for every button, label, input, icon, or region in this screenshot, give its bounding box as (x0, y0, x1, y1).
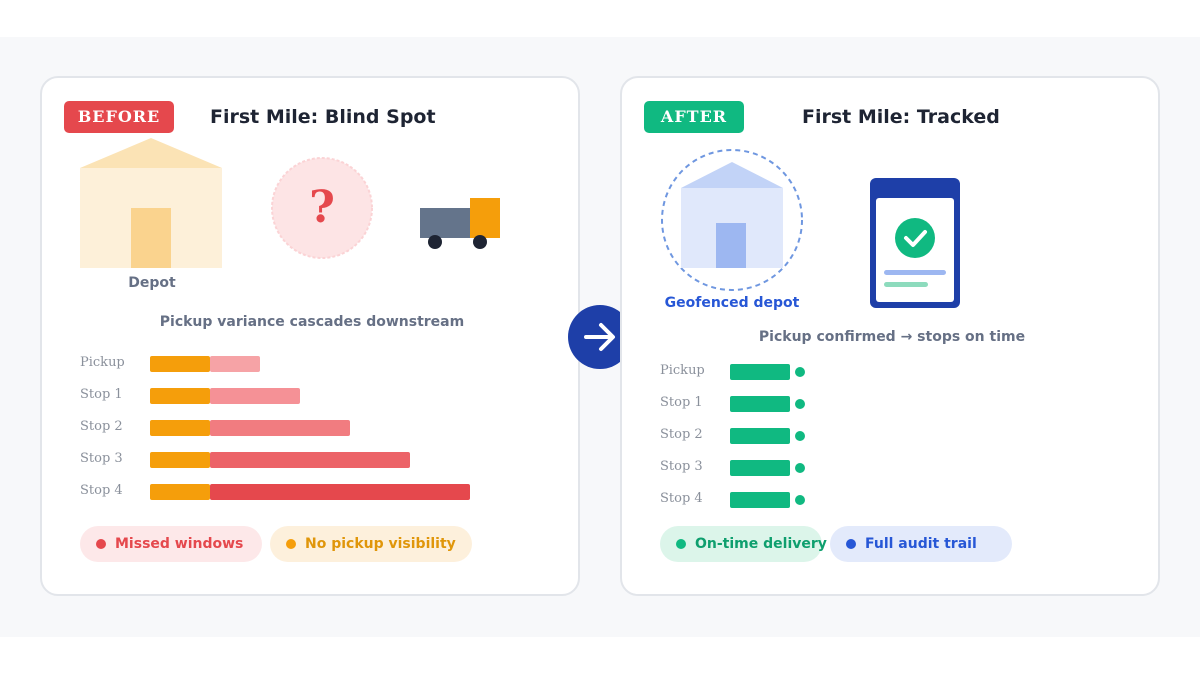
arrow-right-icon (584, 323, 615, 351)
base-bar (150, 484, 210, 500)
on-time-bar (730, 428, 790, 444)
on-time-pill: On-time delivery (660, 526, 827, 562)
depot-label: Depot (128, 275, 176, 291)
base-bar (150, 420, 210, 436)
missed-windows-dot (96, 539, 106, 549)
after-panel: AFTER First Mile: Tracked Geofenced depo… (620, 76, 1160, 596)
on-time-dot (795, 399, 805, 409)
missed-windows-pill: Missed windows (80, 526, 262, 562)
row-label: Pickup (80, 355, 125, 370)
question-mark: ? (309, 182, 335, 233)
on-time-dot (795, 463, 805, 473)
row-label: Stop 1 (80, 387, 123, 402)
geofenced-depot-label: Geofenced depot (664, 295, 800, 311)
audit-trail-dot (846, 539, 856, 549)
on-time-dot (795, 367, 805, 377)
depot-icon (80, 138, 222, 268)
on-time-bar (730, 396, 790, 412)
before-caption: Pickup variance cascades downstream (159, 314, 465, 330)
geofenced-depot-icon (661, 149, 803, 291)
delay-bar (210, 420, 350, 436)
audit-trail-pill: Full audit trail (830, 526, 1012, 562)
before-badge: BEFORE (64, 101, 174, 133)
on-time-bar (730, 492, 790, 508)
on-time-label: On-time delivery (695, 536, 827, 552)
row-label: Stop 4 (660, 491, 703, 506)
truck-icon (420, 198, 500, 249)
row-label: Stop 3 (80, 451, 123, 466)
on-time-dot (795, 431, 805, 441)
phone-check-icon (870, 178, 960, 308)
delay-bar (210, 356, 260, 372)
on-time-dot (795, 495, 805, 505)
missed-windows-label: Missed windows (115, 536, 244, 552)
base-bar (150, 452, 210, 468)
delay-bar (210, 452, 410, 468)
row-label: Stop 3 (660, 459, 703, 474)
on-time-dot (676, 539, 686, 549)
on-time-bar (730, 460, 790, 476)
row-label: Pickup (660, 363, 705, 378)
before-title: First Mile: Blind Spot (210, 106, 436, 128)
row-label: Stop 2 (80, 419, 123, 434)
before-panel: BEFORE First Mile: Blind Spot Depot ? Pi… (40, 76, 580, 596)
row-label: Stop 2 (660, 427, 703, 442)
question-icon (271, 157, 373, 259)
row-label: Stop 4 (80, 483, 123, 498)
delay-bar (210, 388, 300, 404)
base-bar (150, 388, 210, 404)
delay-bar (210, 484, 470, 500)
row-label: Stop 1 (660, 395, 703, 410)
on-time-bar (730, 364, 790, 380)
audit-trail-label: Full audit trail (865, 536, 977, 552)
after-caption: Pickup confirmed → stops on time (758, 329, 1026, 345)
after-title: First Mile: Tracked (802, 106, 1000, 128)
no-visibility-pill: No pickup visibility (270, 526, 472, 562)
after-badge: AFTER (644, 101, 744, 133)
no-visibility-dot (286, 539, 296, 549)
no-visibility-label: No pickup visibility (305, 536, 456, 552)
base-bar (150, 356, 210, 372)
